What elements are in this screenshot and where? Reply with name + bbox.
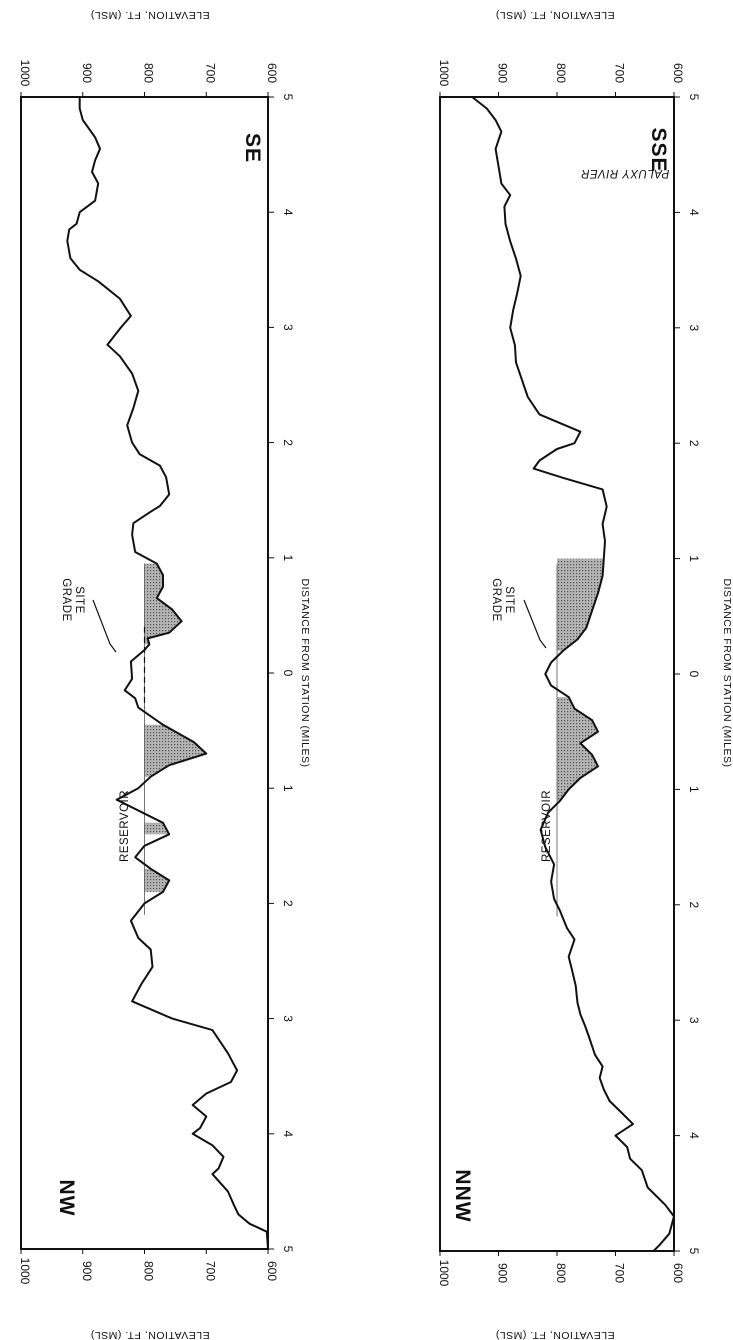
annotation-site-grade: SITEGRADE — [60, 578, 85, 621]
x-tick-label: 5 — [687, 94, 701, 101]
x-tick-label: 1 — [281, 554, 295, 561]
reservoir-fill-region — [144, 724, 207, 777]
direction-label-sse: SSE — [647, 127, 670, 172]
y-tick-label: 700 — [613, 63, 627, 83]
x-tick-label: 3 — [687, 324, 701, 331]
x-axis-title: DISTANCE FROM STATION (MILES) — [721, 579, 733, 768]
y-tick-label: 800 — [142, 1261, 156, 1281]
y-axis-title-top: ELEVATION, FT. (MSL) — [90, 9, 209, 21]
x-tick-label: 3 — [281, 324, 295, 331]
x-tick-label: 4 — [687, 209, 701, 216]
x-tick-label: 0 — [687, 671, 701, 678]
x-tick-label: 2 — [687, 440, 701, 447]
y-tick-labels-top: 1000 900 800 700 600 — [437, 60, 685, 87]
x-tick-label: 1 — [281, 785, 295, 792]
annotation-paluxy-river: PALUXY RIVER — [581, 167, 670, 179]
direction-label-nnw: NNW — [451, 1169, 474, 1222]
x-tick-label: 1 — [687, 555, 701, 562]
x-tick-label: 5 — [687, 1248, 701, 1255]
site-grade-word: GRADE — [490, 578, 502, 621]
profile-line — [471, 96, 675, 1252]
reservoir-fill-region — [144, 868, 170, 892]
y-tick-label: 1000 — [18, 1258, 32, 1285]
y-tick-label: 900 — [80, 63, 94, 83]
reservoir-fill-region — [144, 822, 170, 835]
y-tick-label: 800 — [554, 1263, 568, 1283]
annotation-site-grade: SITEGRADE — [490, 578, 515, 621]
x-tick-label: 0 — [281, 670, 295, 677]
y-tick-label: 700 — [203, 63, 217, 83]
x-tick-label: 3 — [281, 1015, 295, 1022]
direction-label-nw: NW — [55, 1180, 78, 1217]
y-tick-labels-top: 1000 900 800 700 600 — [18, 60, 279, 87]
y-tick-labels-bottom: 1000 900 800 700 600 — [437, 1260, 685, 1287]
y-tick-label: 700 — [203, 1261, 217, 1281]
site-grade-leader — [92, 599, 117, 653]
x-tick-labels: 5 4 3 2 1 0 1 2 3 4 5 — [687, 94, 701, 1255]
y-tick-labels-bottom: 1000 900 800 700 600 — [18, 1258, 279, 1285]
x-tick-labels: 5 4 3 2 1 0 1 2 3 4 5 — [281, 94, 295, 1253]
site-grade-word: GRADE — [60, 578, 72, 621]
site-grade-word: SITE — [503, 586, 515, 614]
y-tick-label: 1000 — [18, 60, 32, 87]
x-tick-label: 5 — [281, 1246, 295, 1253]
y-tick-label: 800 — [554, 63, 568, 83]
x-tick-label: 2 — [281, 439, 295, 446]
y-tick-label: 700 — [613, 1263, 627, 1283]
y-tick-label: 900 — [496, 63, 510, 83]
y-tick-label: 900 — [496, 1263, 510, 1283]
y-tick-label: 600 — [671, 63, 685, 83]
site-grade-leader — [523, 599, 547, 649]
x-tick-label: 3 — [687, 1017, 701, 1024]
x-tick-label: 4 — [687, 1132, 701, 1139]
y-tick-label: 600 — [265, 63, 279, 83]
profile-line — [66, 97, 269, 1250]
x-tick-label: 2 — [281, 900, 295, 907]
x-axis-title: DISTANCE FROM STATION (MILES) — [299, 579, 311, 768]
reservoir-shading — [556, 558, 604, 917]
elevation-profile — [471, 96, 675, 1252]
x-tick-label: 4 — [281, 209, 295, 216]
site-grade-word: SITE — [73, 586, 85, 614]
y-tick-label: 800 — [142, 63, 156, 83]
y-tick-label: 900 — [80, 1261, 94, 1281]
y-tick-label: 600 — [265, 1261, 279, 1281]
chart-sse-nnw: 1000 900 800 700 600 1000 900 800 700 600 543210… — [437, 9, 733, 1340]
x-tick-label: 1 — [687, 786, 701, 793]
reservoir-shading — [143, 563, 207, 915]
y-tick-label: 600 — [671, 1263, 685, 1283]
y-tick-label: 1000 — [437, 1260, 451, 1287]
x-tick-label: 5 — [281, 94, 295, 101]
annotation-reservoir: RESERVOIR — [119, 790, 131, 862]
direction-label-se: SE — [241, 133, 264, 163]
reservoir-fill-region — [557, 558, 604, 651]
x-tick-label: 2 — [687, 901, 701, 908]
y-axis-title-bottom: ELEVATION, FT. (MSL) — [90, 1329, 209, 1340]
x-tick-label: 4 — [281, 1130, 295, 1137]
y-axis-title-bottom: ELEVATION, FT. (MSL) — [495, 1329, 614, 1340]
y-tick-label: 1000 — [437, 60, 451, 87]
elevation-profile — [66, 97, 269, 1250]
y-axis-title-top: ELEVATION, FT. (MSL) — [495, 9, 614, 21]
annotation-reservoir: RESERVOIR — [541, 790, 553, 862]
reservoir-fill-region — [557, 697, 598, 801]
chart-se-nw: 1000 900 800 700 600 1000 900 800 700 600 543210… — [18, 9, 311, 1340]
